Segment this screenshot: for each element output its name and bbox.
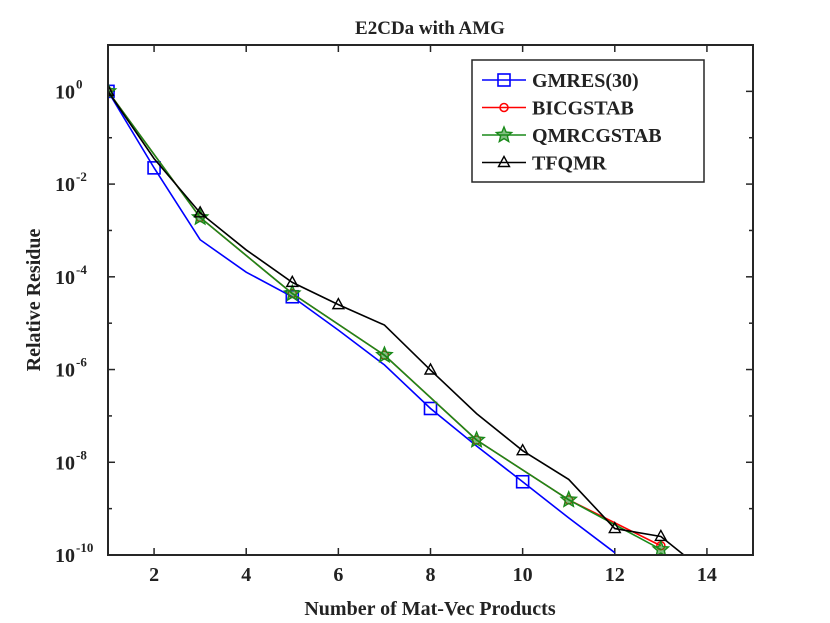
x-tick-label: 2: [149, 564, 159, 586]
y-tick-label-exponent: -8: [76, 447, 87, 462]
y-tick-label-exponent: -6: [76, 355, 87, 370]
data-point-qmrcgstab: [375, 345, 394, 364]
chart-title: E2CDa with AMG: [355, 18, 505, 39]
data-point-qmrcgstab: [282, 283, 302, 302]
series-line-gmres-30: [108, 90, 616, 554]
y-tick-label: 10: [55, 174, 75, 196]
legend-marker-gmres-30: [497, 73, 511, 87]
data-point-qmrcgstab: [651, 539, 671, 555]
data-point-tfqmr: [608, 521, 622, 534]
legend-label-tfqmr: TFQMR: [532, 153, 607, 175]
data-point-gmres-30: [147, 161, 161, 175]
y-tick-label: 10: [55, 545, 75, 567]
data-point-gmres-30: [515, 474, 530, 489]
legend-marker-bicgstab: [499, 102, 509, 113]
data-point-qmrcgstab: [467, 430, 486, 448]
x-tick-label: 12: [605, 564, 625, 586]
legend-label-qmrcgstab: QMRCGSTAB: [532, 125, 662, 147]
legend-label-bicgstab: BICGSTAB: [532, 98, 634, 120]
y-tick-label: 10: [55, 452, 75, 474]
y-tick-label: 10: [55, 360, 75, 382]
x-axis-label: Number of Mat-Vec Products: [304, 598, 555, 620]
data-point-tfqmr: [193, 205, 207, 218]
y-tick-label-exponent: -2: [76, 169, 87, 184]
x-tick-label: 10: [513, 564, 533, 586]
y-tick-label: 10: [55, 81, 75, 103]
y-tick-label-exponent: -4: [76, 262, 87, 277]
series-tfqmr: [108, 83, 685, 555]
data-point-tfqmr: [285, 274, 299, 288]
y-tick-label-exponent: -10: [76, 540, 93, 555]
data-point-tfqmr: [654, 529, 668, 542]
series-layer: [108, 81, 685, 555]
data-point-tfqmr: [423, 362, 438, 375]
series-line-tfqmr: [108, 90, 685, 555]
y-tick-label: 10: [55, 267, 75, 289]
x-tick-label: 8: [426, 564, 436, 586]
x-tick-label: 6: [333, 564, 343, 586]
plot-frame: [107, 44, 754, 556]
legend-label-gmres-30: GMRES(30): [532, 70, 639, 92]
y-axis-label: Relative Residue: [23, 229, 45, 372]
x-tick-label: 4: [241, 564, 251, 586]
data-point-tfqmr: [108, 83, 115, 97]
data-point-qmrcgstab: [559, 490, 579, 508]
legend-marker-qmrcgstab: [494, 125, 514, 143]
data-point-tfqmr: [515, 443, 530, 456]
y-tick-label-exponent: 0: [76, 76, 83, 91]
legend-marker-tfqmr: [497, 155, 511, 168]
legend: GMRES(30) BICGSTAB QMRCGSTAB TFQMR: [471, 59, 705, 183]
data-point-tfqmr: [331, 297, 346, 310]
legend-box: [471, 59, 705, 183]
data-point-gmres-30: [108, 84, 115, 99]
data-point-gmres-30: [423, 401, 438, 416]
x-tick-label: 14: [697, 564, 717, 586]
